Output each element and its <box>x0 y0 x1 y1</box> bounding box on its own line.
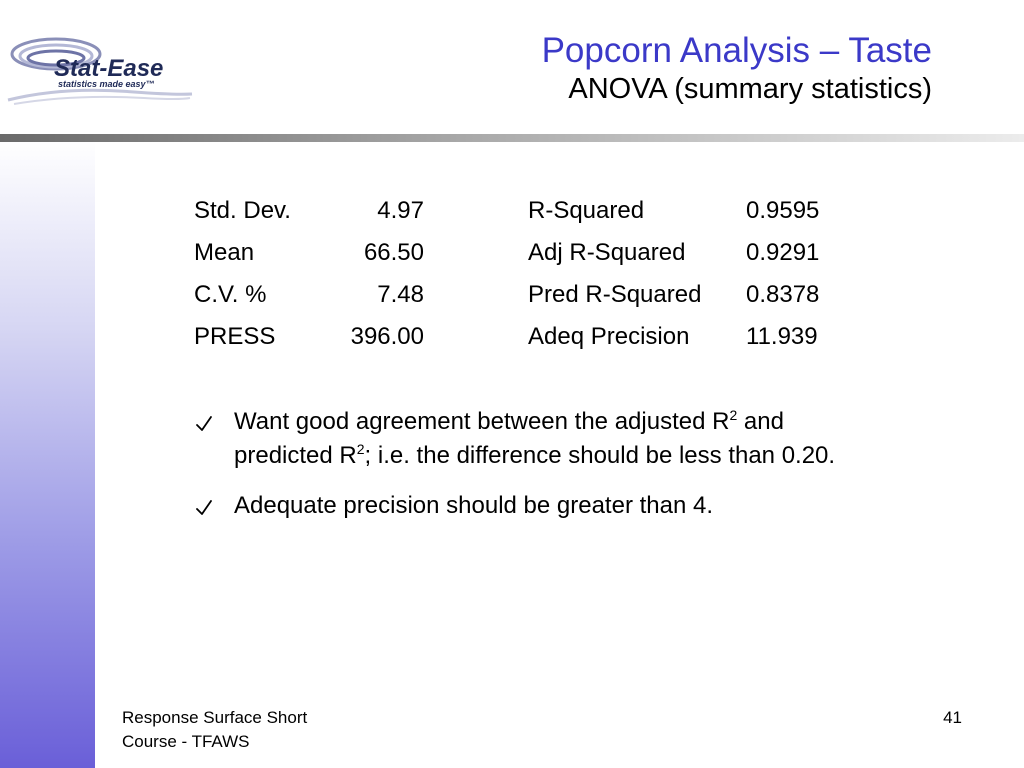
stat-label: Mean <box>194 239 255 266</box>
logo-tagline: statistics made easy™ <box>58 79 155 89</box>
stat-value: 66.50 <box>363 239 424 266</box>
bullet-text: Want good agreement between the adjusted… <box>234 407 836 469</box>
stat-ease-logo: Stat-Ease statistics made easy™ <box>4 34 196 110</box>
stat-label: C.V. % <box>194 281 267 308</box>
header-divider <box>0 134 1024 142</box>
bullet-list: Want good agreement between the adjusted… <box>194 405 884 539</box>
stat-label: Adj R-Squared <box>528 239 686 266</box>
stat-value: 0.9595 <box>746 197 820 224</box>
title-main: Popcorn Analysis – Taste <box>541 31 932 70</box>
stat-value: 0.9291 <box>746 239 820 266</box>
stat-label: Adeq Precision <box>528 323 690 350</box>
stat-value: 7.48 <box>377 281 424 308</box>
stat-label: R-Squared <box>528 197 645 224</box>
bullet-item: Want good agreement between the adjusted… <box>194 405 884 473</box>
stat-label: Pred R-Squared <box>528 281 702 308</box>
footer-course: Response Surface Short Course - TFAWS <box>122 706 307 754</box>
page-number: 41 <box>943 708 962 727</box>
bullet-text: Adequate precision should be greater tha… <box>234 492 714 519</box>
stat-value: 396.00 <box>350 323 424 350</box>
stat-value: 11.939 <box>746 323 818 350</box>
footer-line-1: Response Surface Short <box>122 708 308 727</box>
stat-label: PRESS <box>194 323 276 350</box>
title-sub: ANOVA (summary statistics) <box>568 73 932 105</box>
checkmark-icon <box>196 500 212 515</box>
footer-line-2: Course - TFAWS <box>122 732 250 751</box>
checkmark-icon <box>196 416 212 431</box>
slide-title: Popcorn Analysis – Taste ANOVA (summary … <box>542 30 932 106</box>
left-gradient-bar <box>0 140 95 768</box>
logo-text: Stat-Ease <box>54 55 163 82</box>
stat-value: 4.97 <box>377 197 424 224</box>
stat-label: Std. Dev. <box>194 197 291 224</box>
bullet-item: Adequate precision should be greater tha… <box>194 489 884 523</box>
stat-value: 0.8378 <box>746 281 820 308</box>
